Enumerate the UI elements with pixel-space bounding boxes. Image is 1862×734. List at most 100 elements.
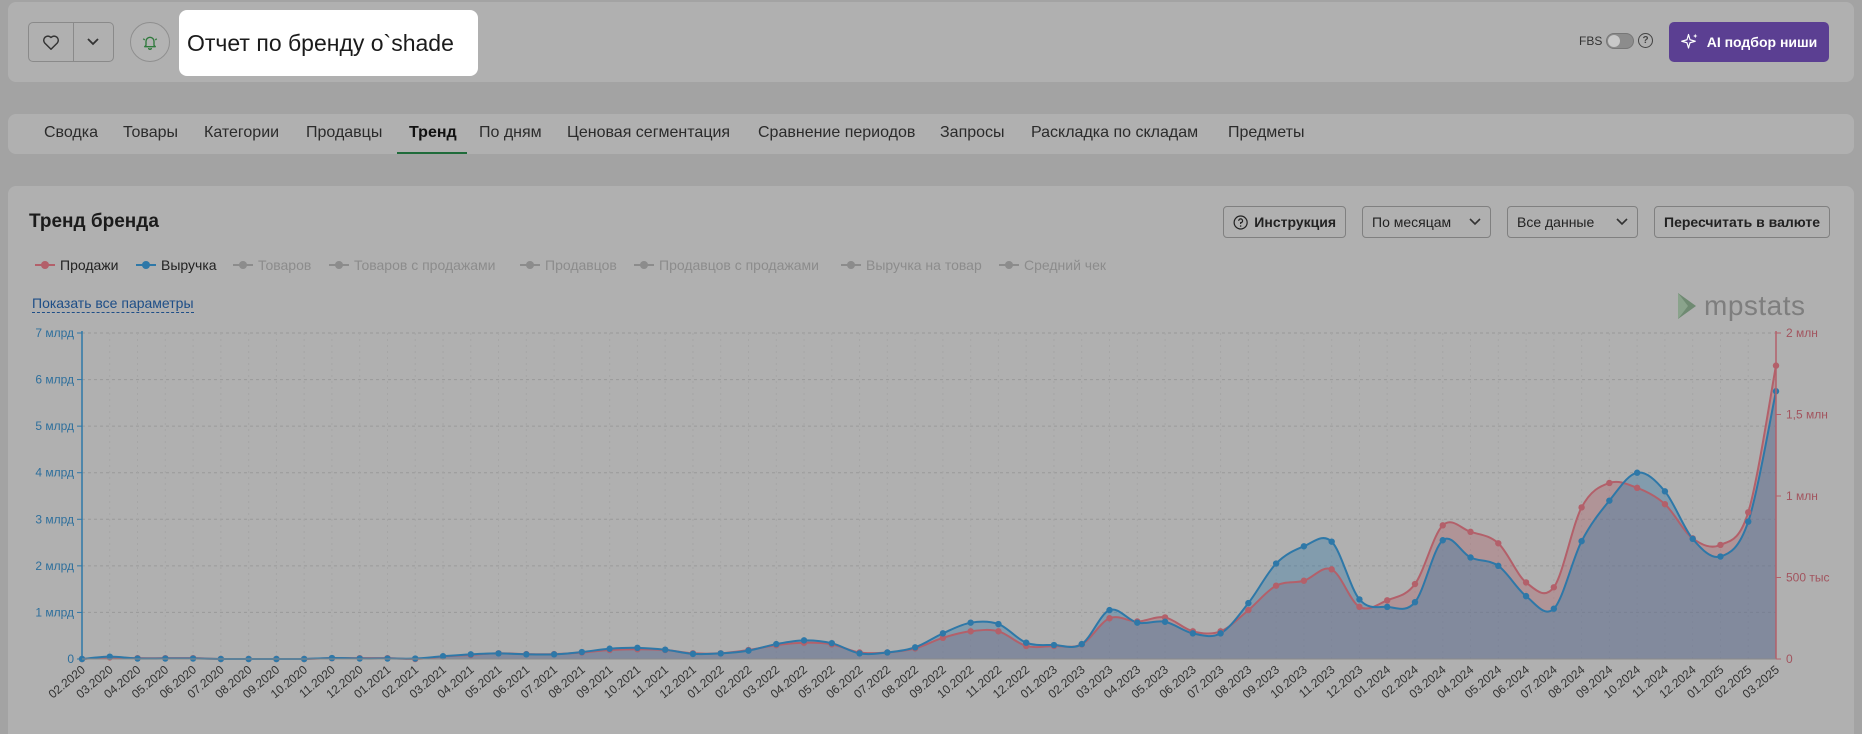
tab-by-days[interactable]: По дням	[479, 124, 542, 141]
revenue-point	[1689, 535, 1696, 543]
sales-point	[1106, 615, 1113, 622]
currency-button[interactable]: Пересчитать в валюте	[1654, 206, 1830, 238]
legend-marker-icon	[634, 261, 654, 269]
chevron-down-icon	[1616, 218, 1628, 226]
revenue-point	[106, 653, 113, 660]
notification-button[interactable]	[130, 22, 170, 62]
page-title: Отчет по бренду o`shade	[187, 29, 454, 56]
legend-item-label: Продавцов с продажами	[659, 257, 819, 273]
y-left-tick-label: 7 млрд	[35, 326, 74, 340]
sales-point	[1411, 580, 1419, 588]
y-left-tick-label: 6 млрд	[35, 373, 74, 387]
legend-item-label: Выручка на товар	[866, 257, 982, 273]
revenue-point	[1272, 560, 1280, 567]
sales-point	[1439, 522, 1446, 529]
revenue-point	[773, 640, 780, 648]
brand-logo-text: mpstats	[1704, 290, 1806, 321]
legend-item-label: Продавцов	[545, 257, 617, 273]
sales-point	[1661, 500, 1669, 508]
show-all-params-link[interactable]: Показать все параметры	[32, 295, 194, 313]
revenue-point	[1161, 618, 1169, 625]
data-select[interactable]: Все данные	[1507, 206, 1638, 238]
sales-point	[1745, 509, 1752, 516]
instruction-button[interactable]: Инструкция	[1223, 206, 1346, 238]
revenue-point	[1217, 630, 1224, 637]
fbs-help-icon[interactable]: ?	[1638, 33, 1653, 48]
sales-point	[1467, 528, 1474, 536]
section-title: Тренд бренда	[29, 211, 159, 232]
legend-marker-icon	[136, 261, 156, 269]
sales-point	[1522, 579, 1530, 586]
revenue-point	[1717, 553, 1724, 560]
legend-item-label: Товаров с продажами	[354, 257, 496, 273]
revenue-point	[661, 646, 669, 653]
revenue-point	[745, 647, 752, 654]
sales-point	[1606, 479, 1613, 487]
legend-marker-icon	[35, 261, 55, 269]
tab-products[interactable]: Товары	[123, 124, 179, 141]
favorite-dropdown-button[interactable]	[74, 23, 113, 61]
legend-marker-icon	[233, 261, 253, 269]
revenue-point	[828, 639, 836, 647]
revenue-point	[689, 650, 697, 658]
revenue-point	[1467, 554, 1474, 561]
legend-marker-icon	[329, 261, 349, 269]
revenue-point	[856, 650, 863, 657]
chevron-down-icon	[87, 38, 100, 46]
legend-item-sales[interactable]: Продажи	[35, 257, 118, 273]
legend-item-sellers-with-sales[interactable]: Продавцов с продажами	[634, 257, 819, 273]
sales-point	[1245, 606, 1252, 614]
tab-items[interactable]: Предметы	[1228, 124, 1305, 141]
revenue-point	[1134, 619, 1141, 626]
tab-summary[interactable]: Сводка	[44, 124, 99, 141]
legend-marker-icon	[841, 261, 861, 269]
legend-item-label: Товаров	[258, 257, 312, 273]
revenue-point	[578, 648, 586, 656]
data-select-value: Все данные	[1517, 214, 1595, 230]
y-right-tick-label: 2 млн	[1786, 326, 1818, 340]
favorite-button[interactable]	[29, 23, 74, 61]
question-circle-icon	[1233, 214, 1248, 230]
tab-warehouse-layout[interactable]: Раскладка по складам	[1031, 124, 1199, 141]
legend-item-revenue-per-product[interactable]: Выручка на товар	[841, 257, 982, 273]
y-left-tick-label: 1 млрд	[35, 605, 74, 619]
revenue-point	[467, 651, 474, 658]
revenue-point	[1022, 639, 1030, 646]
revenue-point	[1606, 497, 1613, 504]
revenue-point	[1106, 606, 1113, 614]
tabs-panel	[8, 114, 1854, 154]
revenue-point	[1411, 598, 1419, 606]
revenue-point	[328, 654, 336, 662]
active-tab-indicator	[397, 152, 467, 154]
period-select[interactable]: По месяцам	[1362, 206, 1491, 238]
revenue-point	[1633, 469, 1641, 476]
tab-sellers[interactable]: Продавцы	[306, 124, 383, 141]
y-right-tick-label: 0	[1786, 652, 1793, 666]
revenue-point	[1245, 599, 1252, 607]
tab-price-segmentation[interactable]: Ценовая сегментация	[567, 124, 731, 141]
sales-point	[1578, 504, 1585, 511]
revenue-point	[884, 649, 891, 656]
legend-item-average-check[interactable]: Средний чек	[999, 257, 1106, 273]
tab-trend[interactable]: Тренд	[409, 124, 457, 141]
legend-item-revenue[interactable]: Выручка	[136, 257, 217, 273]
revenue-point	[1495, 562, 1502, 570]
revenue-area	[82, 391, 1776, 660]
legend-item-products-with-sales[interactable]: Товаров с продажами	[329, 257, 496, 273]
legend-item-products[interactable]: Товаров	[233, 257, 311, 273]
tab-queries[interactable]: Запросы	[940, 124, 1005, 141]
revenue-point	[439, 653, 447, 660]
revenue-point	[1300, 543, 1308, 550]
sales-point	[967, 628, 974, 635]
revenue-point	[1522, 592, 1530, 600]
revenue-point	[523, 651, 530, 658]
tab-period-comparison[interactable]: Сравнение периодов	[758, 124, 916, 141]
fbs-toggle[interactable]	[1606, 33, 1634, 49]
revenue-point	[1439, 537, 1446, 544]
revenue-point	[1384, 603, 1391, 611]
ai-niche-button[interactable]: AI подбор ниши	[1669, 22, 1829, 62]
revenue-point	[1550, 605, 1558, 612]
legend-item-sellers[interactable]: Продавцов	[520, 257, 617, 273]
tab-categories[interactable]: Категории	[204, 124, 280, 141]
